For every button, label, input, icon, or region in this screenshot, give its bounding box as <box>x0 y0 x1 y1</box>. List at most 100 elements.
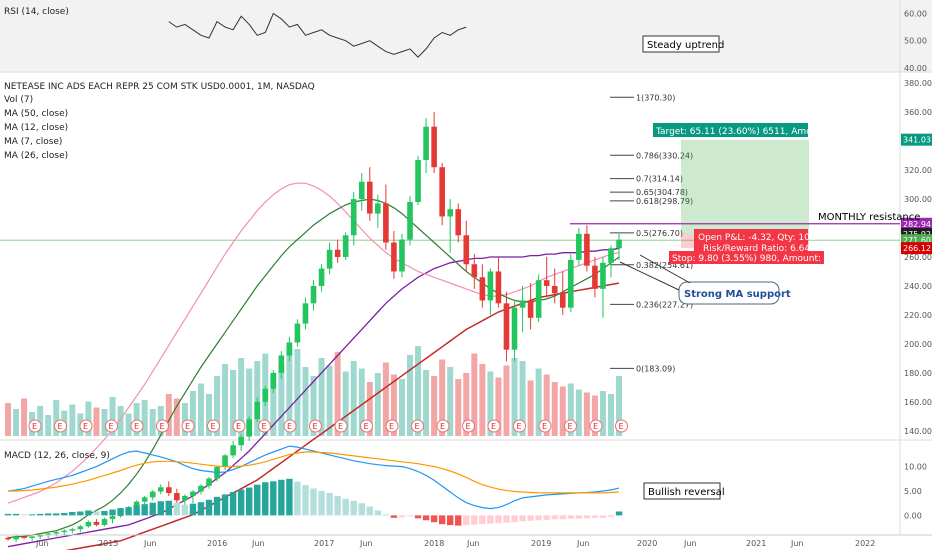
price-y-tick: 240.00 <box>904 282 932 291</box>
macd-histogram-bar <box>527 515 534 521</box>
candle-body <box>423 126 429 160</box>
candle-body <box>350 199 357 236</box>
candle-body <box>519 300 526 308</box>
candle-body <box>294 323 301 343</box>
price-y-tick: 160.00 <box>904 398 932 407</box>
candle-body <box>375 203 381 214</box>
fib-label: 0(183.09) <box>636 364 675 373</box>
price-tag-label: 341.03 <box>903 136 931 145</box>
fib-label: 0.236(227.27) <box>636 300 693 309</box>
earnings-marker-letter: E <box>415 422 420 431</box>
volume-bar <box>366 382 373 436</box>
macd-y-tick: 10.00 <box>904 463 927 472</box>
candle-body <box>246 419 252 437</box>
price-y-tick: 380.00 <box>904 79 932 88</box>
candle-body <box>439 167 445 217</box>
earnings-marker-letter: E <box>287 422 292 431</box>
candle-body <box>318 268 325 286</box>
earnings-marker-letter: E <box>364 422 369 431</box>
candle-body <box>503 303 510 350</box>
price-y-tick: 180.00 <box>904 369 932 378</box>
volume-bar <box>189 391 196 436</box>
volume-bar <box>294 349 301 436</box>
candle-body <box>133 501 140 508</box>
macd-histogram-bar <box>366 506 373 516</box>
macd-histogram-bar <box>294 481 301 516</box>
candle-body <box>391 242 397 272</box>
candle-body <box>222 455 228 467</box>
volume-bar <box>230 370 237 436</box>
price-y-tick: 260.00 <box>904 253 932 262</box>
candle-body <box>535 280 542 318</box>
candle-body <box>616 239 622 249</box>
earnings-marker <box>309 419 322 433</box>
volume-bar <box>455 379 462 436</box>
volume-bar <box>165 394 172 436</box>
fib-label: 0.5(276.70) <box>636 229 683 238</box>
volume-bar <box>479 364 486 436</box>
volume-bar <box>101 409 108 436</box>
volume-bar <box>13 409 20 436</box>
macd-histogram-bar <box>447 515 454 526</box>
volume-bar <box>471 353 478 436</box>
price-y-tick: 220.00 <box>904 311 932 320</box>
price-tag <box>901 217 932 230</box>
x-tick-label: 2021 <box>746 539 766 548</box>
volume-bar <box>551 382 558 436</box>
candle-body <box>190 491 196 496</box>
position-pnl-label: Open P&L: -4.32, Qty: 102 <box>698 233 816 243</box>
macd-histogram-bar <box>374 510 382 516</box>
x-tick-label: 2019 <box>531 539 551 548</box>
volume-bar <box>197 383 204 436</box>
axes: Jun 2015 Jun 2016 Jun 2017 Jun 2018 Jun 2019 Jun 20… <box>0 534 932 548</box>
volume-bar <box>535 368 542 436</box>
volume-bar <box>390 374 397 436</box>
volume-bar <box>318 358 325 436</box>
volume-bar <box>591 395 598 436</box>
macd-histogram-bar <box>422 515 430 521</box>
candle-body <box>383 203 389 243</box>
fib-label: 0.65(304.78) <box>636 188 688 197</box>
candle-body <box>487 271 494 301</box>
macd-histogram-bar <box>61 512 68 516</box>
volume-bar <box>125 413 132 436</box>
macd-panel-content: 10.00 5.00 0.00 <box>4 445 927 526</box>
volume-bar <box>117 406 124 436</box>
candle-body <box>592 265 598 289</box>
price-y-tick: 300.00 <box>904 195 932 204</box>
volume-bar <box>487 371 494 436</box>
macd-histogram-bar <box>93 511 100 516</box>
macd-histogram-bar <box>607 515 615 517</box>
candle-body <box>543 280 550 286</box>
macd-title: MACD (12, 26, close, 9) <box>4 451 110 461</box>
macd-histogram-bar <box>197 502 205 516</box>
candle-body <box>342 235 349 257</box>
volume-bar <box>511 358 518 436</box>
volume-bar <box>85 401 92 436</box>
macd-histogram-bar <box>487 515 494 524</box>
x-tick-label: Jun <box>790 539 804 548</box>
macd-histogram-bar <box>213 496 221 516</box>
earnings-marker-letter: E <box>338 422 343 431</box>
position-rr-label: Risk/Reward Ratio: 6.64 <box>703 244 810 254</box>
macd-histogram-bar <box>270 481 277 516</box>
price-panel-content: 380.00360.00340.00320.00300.00280.00260.… <box>0 79 932 550</box>
earnings-marker <box>54 419 67 433</box>
volume-bar <box>278 364 285 436</box>
candle-body <box>53 532 60 534</box>
volume-bar <box>270 373 277 436</box>
earnings-marker-letter: E <box>440 422 445 431</box>
volume-bar <box>93 407 100 436</box>
candle-body <box>238 436 244 446</box>
earnings-marker <box>258 419 271 433</box>
indicator-ma50: MA (50, close) <box>4 109 68 119</box>
x-tick-label: 2015 <box>98 539 118 548</box>
volume-bar <box>69 404 76 436</box>
macd-histogram-bar <box>406 515 414 517</box>
volume-bar <box>616 376 623 436</box>
volume-bar <box>141 400 148 436</box>
macd-histogram-bar <box>390 515 398 518</box>
candle-body <box>69 529 76 531</box>
position-target-label: Target: 65.11 (23.60%) 6511, Amount: 106… <box>655 127 875 137</box>
